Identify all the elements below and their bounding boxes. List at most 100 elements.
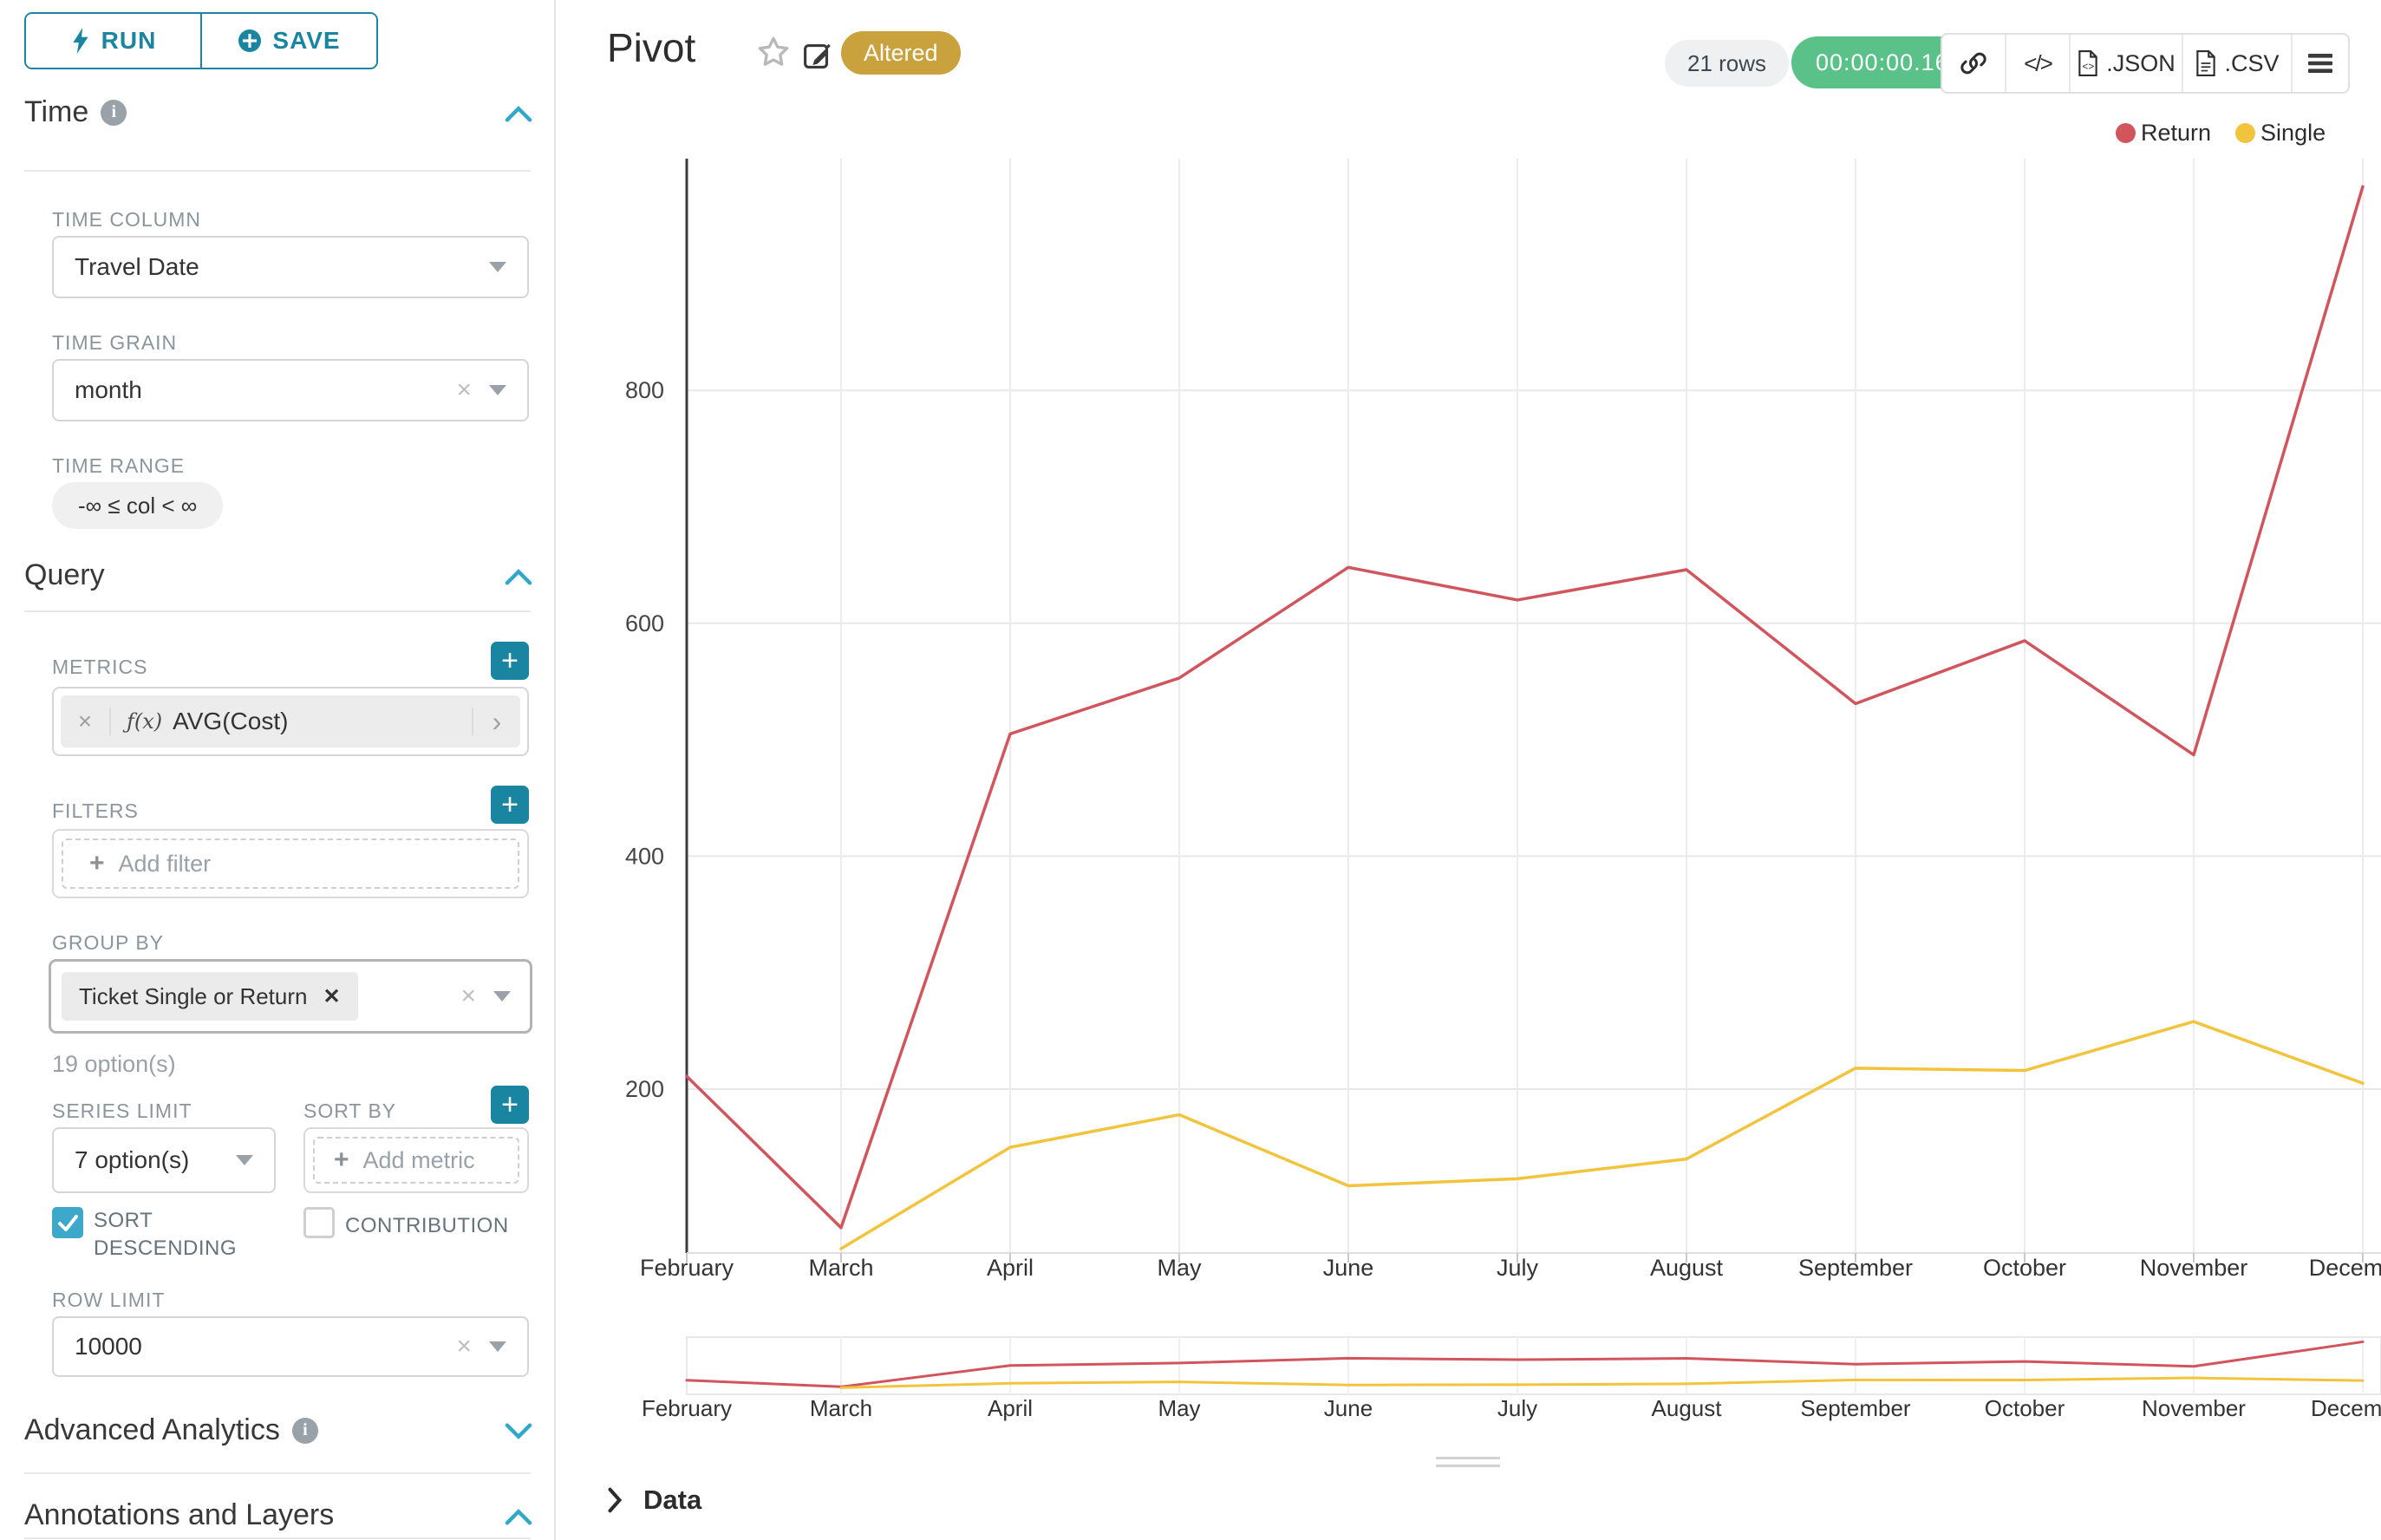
clear-icon[interactable]: × xyxy=(456,1332,472,1361)
metrics-box: × ƒ(x) AVG(Cost) › xyxy=(52,687,529,756)
favorite-star-icon[interactable] xyxy=(756,35,791,69)
legend-item-return[interactable]: Return xyxy=(2116,120,2211,147)
edit-icon[interactable] xyxy=(803,40,832,69)
time-section-title: Time i xyxy=(24,95,127,129)
code-icon: </> xyxy=(2024,49,2053,76)
run-save-button-group: RUN SAVE xyxy=(24,12,378,69)
advanced-analytics-title: Advanced Analytics i xyxy=(24,1413,318,1447)
mini-x-tick-label: August xyxy=(1652,1395,1723,1421)
x-tick-label: December xyxy=(2309,1255,2381,1281)
caret-down-icon xyxy=(493,991,511,1002)
x-tick-label: April xyxy=(987,1255,1034,1281)
contribution-checkbox[interactable] xyxy=(303,1207,335,1238)
add-filter-dropzone[interactable]: + Add filter xyxy=(62,839,519,889)
legend-item-single[interactable]: Single xyxy=(2235,120,2326,147)
time-column-value: Travel Date xyxy=(75,253,199,280)
divider xyxy=(24,610,531,612)
chevron-up-icon[interactable] xyxy=(505,1507,532,1526)
chevron-down-icon[interactable] xyxy=(505,1422,532,1441)
run-button[interactable]: RUN xyxy=(26,14,202,68)
caret-down-icon xyxy=(489,1341,506,1352)
group-by-hint: 19 option(s) xyxy=(52,1051,176,1077)
sort-by-label: SORT BY xyxy=(303,1100,397,1122)
add-sort-metric-dropzone[interactable]: + Add metric xyxy=(313,1137,519,1184)
sort-by-box: + Add metric xyxy=(303,1127,529,1193)
chevron-up-icon[interactable] xyxy=(505,104,532,123)
legend-label: Return xyxy=(2141,120,2212,146)
share-link-button[interactable] xyxy=(1942,35,2006,92)
clear-icon[interactable]: × xyxy=(460,982,476,1010)
time-range-pill[interactable]: -∞ ≤ col < ∞ xyxy=(52,482,224,529)
group-by-select[interactable]: Ticket Single or Return ✕ × xyxy=(49,959,532,1034)
control-panel: RUN SAVE Time i TIME COLUMN Travel Date xyxy=(0,0,556,1540)
series-line-return[interactable] xyxy=(685,185,2365,1230)
chevron-right-icon xyxy=(608,1487,623,1513)
chart-toolbar: </> <> .JSON .CSV xyxy=(1941,33,2350,94)
range-selector[interactable] xyxy=(686,1336,2381,1395)
add-metric-button[interactable]: + xyxy=(491,642,529,680)
export-json-label: .JSON xyxy=(2106,49,2176,76)
x-tick-label: July xyxy=(1497,1255,1539,1281)
remove-metric-icon[interactable]: × xyxy=(61,708,111,735)
time-grain-select[interactable]: month × xyxy=(52,359,529,421)
legend-dot xyxy=(2235,123,2256,143)
row-count-badge: 21 rows xyxy=(1665,40,1790,87)
time-range-label: TIME RANGE xyxy=(52,454,186,477)
divider xyxy=(24,1472,531,1474)
filters-box: + Add filter xyxy=(52,829,529,898)
export-json-button[interactable]: <> .JSON xyxy=(2071,35,2183,92)
check-icon xyxy=(58,1215,78,1231)
series-limit-select[interactable]: 7 option(s) xyxy=(52,1127,276,1193)
mini-x-tick-label: February xyxy=(642,1395,732,1421)
add-sort-metric-button[interactable]: + xyxy=(491,1086,529,1124)
chevron-up-icon[interactable] xyxy=(505,567,532,586)
caret-down-icon xyxy=(489,262,506,272)
altered-badge[interactable]: Altered xyxy=(841,31,961,75)
clear-icon[interactable]: × xyxy=(456,375,472,404)
info-icon: i xyxy=(291,1417,318,1444)
x-tick-label: August xyxy=(1650,1255,1724,1281)
series-limit-label: SERIES LIMIT xyxy=(52,1100,192,1122)
metrics-label: METRICS xyxy=(52,656,148,678)
save-button[interactable]: SAVE xyxy=(202,14,376,68)
data-section-label: Data xyxy=(643,1485,702,1515)
annotations-title: Annotations and Layers xyxy=(24,1498,335,1531)
y-tick-label: 400 xyxy=(625,843,664,869)
data-section-toggle[interactable]: Data xyxy=(605,1485,701,1516)
more-menu-button[interactable] xyxy=(2293,35,2348,92)
series-line-single[interactable] xyxy=(839,1020,2365,1250)
plus-icon: + xyxy=(89,849,105,878)
time-grain-label: TIME GRAIN xyxy=(52,331,178,354)
save-button-label: SAVE xyxy=(272,27,341,54)
mini-series-line-single xyxy=(839,1376,2365,1389)
caret-down-icon xyxy=(489,385,506,395)
x-tick-label: May xyxy=(1157,1255,1202,1281)
lightning-icon xyxy=(73,28,88,54)
x-tick-label: June xyxy=(1323,1255,1374,1281)
line-chart[interactable]: 200 400 600 800 February February March March Ap… xyxy=(555,0,2381,1540)
tag-remove-icon[interactable]: ✕ xyxy=(323,984,341,1008)
link-icon xyxy=(1960,52,1986,75)
row-limit-select[interactable]: 10000 × xyxy=(52,1316,529,1377)
export-csv-button[interactable]: .CSV xyxy=(2183,35,2293,92)
legend-dot xyxy=(2116,123,2136,143)
hamburger-icon xyxy=(2308,54,2332,73)
mini-x-tick-label: April xyxy=(988,1395,1033,1421)
y-tick-label: 200 xyxy=(625,1076,664,1102)
group-by-tag[interactable]: Ticket Single or Return ✕ xyxy=(62,972,358,1021)
sort-descending-checkbox[interactable] xyxy=(52,1207,83,1238)
time-grain-value: month xyxy=(75,376,142,403)
panel-resize-handle[interactable] xyxy=(1436,1457,1500,1472)
filters-label: FILTERS xyxy=(52,799,139,822)
chevron-right-icon[interactable]: › xyxy=(492,705,502,737)
x-tick-label: March xyxy=(808,1255,873,1281)
add-filter-button[interactable]: + xyxy=(491,786,529,824)
time-column-select[interactable]: Travel Date xyxy=(52,236,529,298)
view-query-button[interactable]: </> xyxy=(2006,35,2071,92)
metric-pill[interactable]: × ƒ(x) AVG(Cost) › xyxy=(61,695,520,747)
mini-series-line-return xyxy=(685,1340,2365,1388)
info-icon: i xyxy=(101,99,127,126)
x-tick-label: September xyxy=(1798,1255,1913,1281)
divider xyxy=(24,1537,531,1539)
